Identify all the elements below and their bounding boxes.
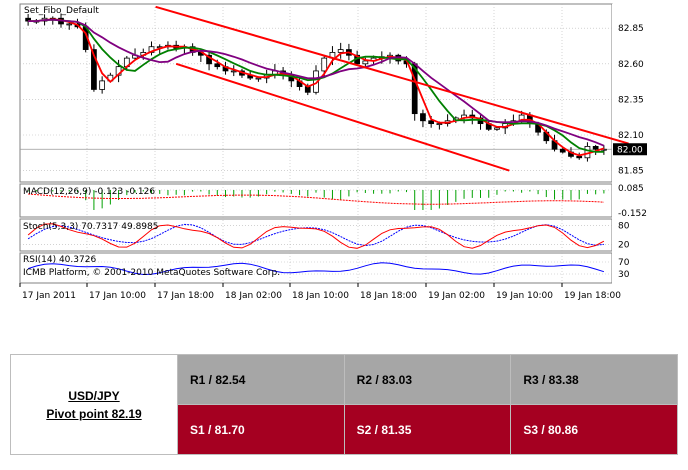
price-tick-label: 82.60	[618, 60, 644, 70]
channel-upper-line	[155, 5, 629, 145]
pivot-point-label: Pivot point 82.19	[46, 406, 142, 421]
pair-label: USD/JPY	[68, 388, 120, 403]
price-tick-label: 82.85	[618, 24, 644, 34]
resistance-r3: R3 / 83.38	[510, 354, 678, 405]
candle-body	[91, 49, 97, 90]
rsi-panel	[19, 252, 613, 284]
price-chart: 17 Jan 2011 17 Jan 10:00 17 Jan 18:00 18 Ja…	[19, 3, 648, 301]
support-s3: S3 / 80.86	[510, 404, 678, 455]
stoch-tick-label: 20	[618, 241, 630, 251]
candle-body	[66, 23, 73, 26]
rsi-tick-label: 30	[618, 270, 630, 280]
candle-body	[99, 80, 106, 90]
price-tick-label: 82.10	[618, 131, 644, 141]
stoch-tick-label: 80	[618, 221, 630, 231]
x-tick-label: 19 Jan 10:00	[496, 291, 553, 301]
platform-text: ICMB Platform, © 2001-2010 MetaQuotes So…	[23, 268, 280, 278]
candle-body	[436, 123, 443, 126]
resistance-r1: R1 / 82.54	[177, 354, 345, 405]
rsi-label: RSI(14) 40.3726	[23, 255, 96, 265]
macd-tick-label: -0.152	[618, 209, 647, 219]
channel-lower-line	[175, 62, 510, 172]
price-tick-label: 82.35	[618, 95, 644, 105]
x-tick-label: 17 Jan 18:00	[157, 291, 214, 301]
x-tick-label: 17 Jan 2011	[22, 291, 76, 301]
price-tick-label: 81.85	[618, 167, 644, 177]
macd-signal-line	[28, 193, 604, 205]
macd-panel	[19, 183, 613, 218]
support-s1: S1 / 81.70	[177, 404, 345, 455]
candle-body	[559, 148, 566, 153]
stoch-label: Stoch(5,3,3) 70.7317 49.8985	[23, 222, 158, 232]
candle-body	[576, 155, 583, 159]
candle-body	[420, 113, 426, 122]
ma-mid-line	[28, 18, 604, 153]
resistance-r2: R2 / 83.03	[343, 354, 512, 405]
candle-body	[255, 77, 262, 80]
support-s2: S2 / 81.35	[343, 404, 512, 455]
candle-body	[428, 120, 435, 125]
x-tick-label: 18 Jan 10:00	[292, 291, 349, 301]
ma-slow-line	[28, 18, 605, 147]
current-price-box	[613, 143, 647, 156]
x-tick-label: 18 Jan 18:00	[360, 291, 417, 301]
stoch-panel	[19, 218, 613, 252]
candle-body	[592, 145, 599, 150]
macd-label: MACD(12,26,9) -0.123 -0.126	[23, 187, 155, 197]
current-price-label: 82.00	[617, 146, 643, 156]
candle-body	[337, 49, 344, 53]
stoch-signal-line	[27, 223, 604, 247]
candle-body	[230, 70, 237, 73]
x-tick-label: 18 Jan 02:00	[225, 291, 282, 301]
candle-body	[362, 60, 369, 65]
x-tick-label: 19 Jan 18:00	[564, 291, 621, 301]
candle-body	[214, 63, 221, 68]
chart-svg: 17 Jan 2011 17 Jan 10:00 17 Jan 18:00 18 Ja…	[19, 3, 648, 301]
x-tick-label: 17 Jan 10:00	[89, 291, 146, 301]
x-tick-label: 19 Jan 02:00	[428, 291, 485, 301]
rsi-tick-label: 70	[618, 258, 630, 268]
chart-title: Set_Fibo_Default	[24, 6, 99, 16]
candle-body	[321, 57, 328, 72]
rsi-line	[27, 262, 605, 276]
stoch-main-line	[27, 223, 605, 249]
pivot-table: USD/JPY Pivot point 82.19 R1 / 82.54 R2 …	[10, 354, 678, 455]
candle-body	[494, 127, 500, 130]
macd-tick-label: 0.085	[618, 184, 644, 194]
pivot-label-cell: USD/JPY Pivot point 82.19	[10, 354, 178, 455]
